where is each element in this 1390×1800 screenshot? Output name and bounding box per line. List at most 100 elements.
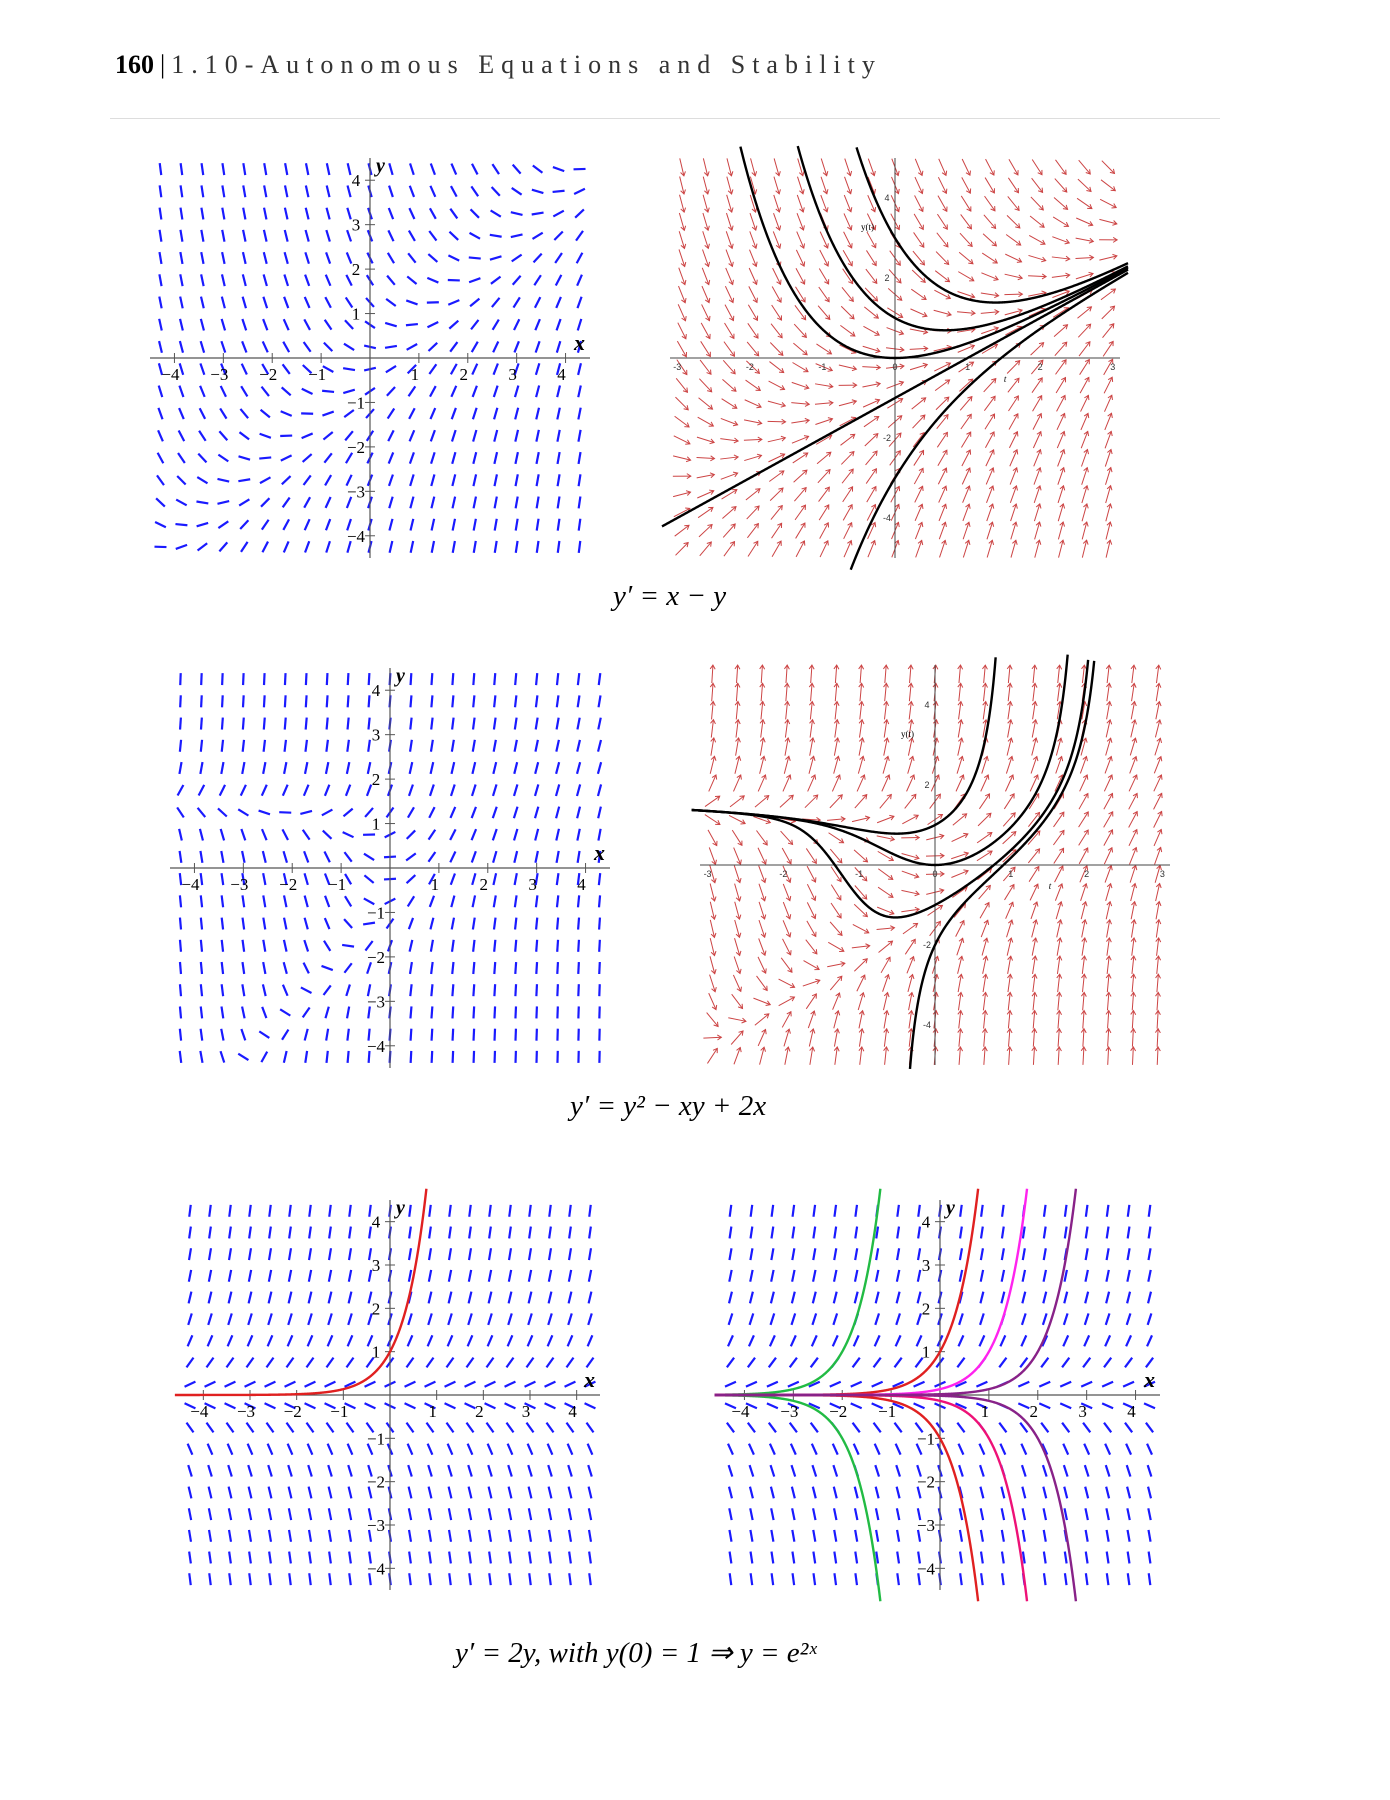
slope-mark bbox=[514, 961, 518, 975]
direction-arrow bbox=[796, 213, 804, 231]
slope-mark bbox=[895, 1529, 901, 1542]
arrow-head bbox=[907, 664, 914, 670]
arrow-head bbox=[1083, 792, 1089, 799]
direction-arrow bbox=[702, 249, 710, 267]
arrow-head bbox=[935, 793, 941, 799]
slope-mark bbox=[958, 1551, 963, 1564]
slope-mark bbox=[227, 1291, 233, 1304]
arrow-head bbox=[786, 1010, 792, 1017]
arrow-head bbox=[1080, 1009, 1087, 1015]
slope-mark bbox=[447, 1529, 453, 1542]
y-tick-label: -2 bbox=[883, 433, 891, 443]
slope-mark bbox=[363, 852, 375, 862]
slope-mark bbox=[287, 1486, 293, 1499]
slope-mark bbox=[451, 518, 457, 531]
arrow-head bbox=[1083, 448, 1089, 455]
slope-mark bbox=[513, 340, 520, 353]
direction-arrow bbox=[981, 938, 988, 956]
arrow-head bbox=[870, 521, 877, 528]
direction-arrow bbox=[807, 1010, 815, 1029]
slope-mark bbox=[556, 939, 560, 952]
slope-mark bbox=[913, 1402, 925, 1410]
x-tick-label: −1 bbox=[878, 1402, 896, 1421]
arrow-head bbox=[895, 449, 901, 456]
direction-arrow bbox=[1057, 449, 1065, 467]
slope-mark bbox=[286, 1334, 294, 1347]
y-tick-label: 1 bbox=[352, 305, 361, 324]
slope-mark bbox=[493, 474, 499, 487]
slope-mark bbox=[226, 1334, 234, 1347]
arrow-head bbox=[1155, 918, 1162, 925]
direction-arrow bbox=[843, 194, 852, 212]
direction-arrow bbox=[721, 489, 738, 500]
slope-mark bbox=[199, 850, 204, 863]
x-tick-label: 1 bbox=[981, 1402, 990, 1421]
slope-mark bbox=[266, 1443, 274, 1456]
slope-mark bbox=[346, 1334, 354, 1347]
arrow-head bbox=[939, 888, 945, 894]
slope-mark bbox=[767, 1357, 777, 1368]
slope-mark bbox=[451, 451, 457, 465]
slope-mark bbox=[244, 1402, 256, 1410]
slope-mark bbox=[448, 1226, 452, 1239]
arrow-head bbox=[705, 333, 711, 340]
direction-arrow bbox=[937, 176, 947, 194]
direction-arrow bbox=[1107, 1046, 1110, 1065]
slope-mark bbox=[955, 1380, 967, 1388]
slope-mark bbox=[428, 207, 437, 220]
slope-mark bbox=[409, 695, 413, 708]
arrow-head bbox=[941, 521, 947, 527]
direction-arrow bbox=[733, 847, 742, 865]
slope-mark bbox=[449, 873, 456, 886]
solution-curve bbox=[714, 1393, 1078, 1602]
arrow-head bbox=[834, 1027, 840, 1034]
slope-mark bbox=[1041, 1443, 1049, 1456]
arrow-head bbox=[757, 436, 763, 443]
x-tick-label: 3 bbox=[528, 875, 537, 894]
arrow-head bbox=[994, 309, 1000, 315]
slope-mark bbox=[533, 806, 540, 819]
arrow-head bbox=[1059, 484, 1066, 491]
direction-arrow bbox=[1027, 848, 1040, 864]
x-tick-label: −1 bbox=[308, 365, 326, 384]
slope-mark bbox=[430, 540, 436, 553]
slope-mark bbox=[1126, 1551, 1131, 1564]
slope-mark bbox=[386, 386, 396, 397]
slope-mark bbox=[347, 1464, 353, 1477]
direction-arrow bbox=[710, 737, 715, 756]
direction-arrow bbox=[1079, 377, 1090, 394]
y-tick-label: 3 bbox=[372, 1256, 381, 1275]
arrow-head bbox=[753, 540, 759, 547]
arrow-head bbox=[710, 969, 717, 975]
slope-mark bbox=[577, 917, 581, 930]
slope-mark bbox=[241, 739, 246, 752]
direction-arrow bbox=[939, 540, 946, 558]
arrow-head bbox=[965, 170, 971, 177]
arrow-head bbox=[760, 950, 767, 957]
x-tick-label: -3 bbox=[673, 362, 681, 372]
slope-mark bbox=[261, 541, 269, 553]
direction-arrow bbox=[733, 865, 741, 883]
arrow-head bbox=[888, 892, 894, 898]
arrow-head bbox=[1081, 664, 1087, 670]
slope-mark bbox=[526, 1443, 534, 1456]
slope-mark bbox=[347, 1313, 353, 1326]
direction-arrow bbox=[723, 341, 735, 357]
arrow-head bbox=[1088, 271, 1094, 278]
slope-mark bbox=[325, 163, 331, 176]
direction-arrow bbox=[759, 1047, 765, 1065]
slope-mark bbox=[301, 829, 311, 841]
slope-mark bbox=[507, 1529, 513, 1542]
slope-mark bbox=[554, 252, 563, 264]
slope-mark bbox=[342, 943, 355, 948]
slope-mark bbox=[1063, 1573, 1068, 1586]
slope-mark bbox=[512, 784, 519, 797]
slope-mark bbox=[408, 1204, 412, 1217]
arrow-head bbox=[827, 366, 834, 372]
arrow-head bbox=[706, 369, 712, 376]
solution-curve bbox=[796, 145, 1129, 332]
slope-mark bbox=[1125, 1464, 1132, 1477]
slope-mark bbox=[259, 408, 271, 419]
y-tick-label: 3 bbox=[372, 726, 381, 745]
slope-mark bbox=[472, 518, 477, 531]
